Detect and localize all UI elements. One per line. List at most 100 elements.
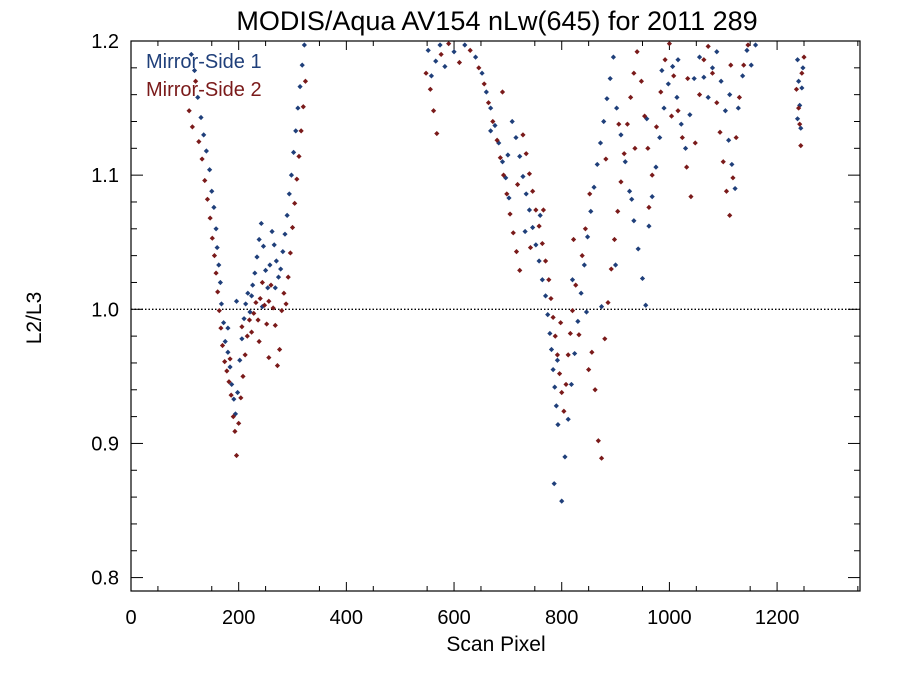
data-point: [684, 164, 690, 170]
data-point: [490, 118, 496, 125]
data-point: [558, 320, 564, 326]
data-point: [295, 105, 301, 111]
data-point: [671, 73, 677, 79]
data-point: [555, 422, 561, 428]
data-point: [225, 325, 231, 331]
data-point: [513, 249, 520, 255]
data-point: [598, 304, 605, 310]
data-point: [272, 285, 278, 291]
data-point: [547, 330, 553, 337]
data-point: [446, 41, 452, 47]
data-point: [213, 270, 219, 276]
data-point: [472, 54, 479, 60]
data-point: [692, 140, 698, 146]
data-point: [527, 244, 534, 251]
data-point: [209, 188, 215, 194]
data-point: [219, 342, 226, 349]
data-point: [207, 215, 213, 221]
data-point: [552, 333, 558, 339]
data-point: [622, 159, 628, 165]
data-point: [218, 325, 224, 331]
data-point: [232, 428, 238, 434]
data-point: [675, 57, 681, 63]
data-point: [259, 304, 265, 310]
data-point: [239, 336, 245, 342]
data-point: [526, 207, 533, 213]
data-point: [275, 274, 282, 280]
data-point: [607, 75, 613, 82]
data-point: [635, 246, 641, 252]
data-point: [423, 70, 429, 76]
data-point: [554, 352, 561, 358]
data-point: [728, 62, 734, 68]
data-point: [632, 145, 638, 151]
data-point: [494, 137, 500, 143]
data-point: [570, 236, 577, 243]
data-point: [533, 207, 539, 213]
data-point: [666, 41, 673, 47]
data-point: [612, 262, 619, 268]
data-point: [730, 175, 736, 181]
data-point: [559, 498, 565, 504]
data-point: [204, 196, 211, 202]
x-tick-label: 200: [222, 607, 255, 629]
data-point: [505, 152, 511, 158]
data-point: [292, 200, 298, 206]
data-point: [300, 104, 306, 110]
data-point: [588, 208, 594, 214]
data-point: [586, 367, 592, 373]
data-point: [214, 244, 220, 251]
data-point: [287, 250, 293, 256]
data-point: [674, 94, 680, 100]
data-point: [504, 191, 510, 197]
data-point: [682, 145, 689, 151]
data-point: [563, 381, 569, 388]
data-point: [481, 81, 487, 87]
data-point: [451, 49, 457, 55]
data-point: [638, 78, 645, 84]
data-point: [796, 78, 802, 84]
data-point: [741, 62, 747, 68]
data-point: [561, 408, 567, 414]
data-point: [642, 113, 648, 119]
data-point: [727, 92, 733, 98]
data-point: [582, 226, 589, 232]
data-point: [598, 455, 605, 461]
data-point: [233, 298, 240, 304]
data-point: [496, 140, 502, 146]
data-point: [523, 151, 529, 157]
data-point: [245, 290, 251, 296]
data-point: [286, 191, 292, 197]
chart-title: MODIS/Aqua AV154 nLw(645) for 2011 289: [236, 6, 757, 36]
data-point: [298, 128, 304, 134]
data-point: [288, 172, 295, 178]
data-point: [299, 62, 305, 68]
data-point: [506, 195, 512, 201]
data-point: [202, 177, 208, 184]
data-point: [631, 218, 637, 224]
data-point: [701, 74, 707, 80]
data-point: [251, 310, 257, 316]
data-point: [608, 266, 614, 272]
data-point: [274, 363, 281, 369]
data-point: [199, 156, 205, 162]
data-point: [569, 308, 576, 314]
x-tick-label: 1200: [755, 607, 800, 629]
data-point: [236, 420, 242, 426]
series-2: [186, 41, 807, 461]
data-point: [801, 54, 807, 60]
series-1: [188, 42, 806, 504]
data-point: [602, 336, 608, 342]
data-point: [591, 184, 597, 190]
data-point: [800, 65, 806, 71]
data-point: [235, 389, 241, 396]
data-point: [297, 84, 303, 90]
data-point: [282, 231, 288, 237]
data-point: [629, 196, 635, 202]
data-point: [266, 354, 272, 361]
data-point: [726, 137, 732, 143]
data-point: [536, 258, 542, 264]
data-point: [605, 299, 611, 306]
y-tick-label: 1.2: [91, 31, 119, 53]
